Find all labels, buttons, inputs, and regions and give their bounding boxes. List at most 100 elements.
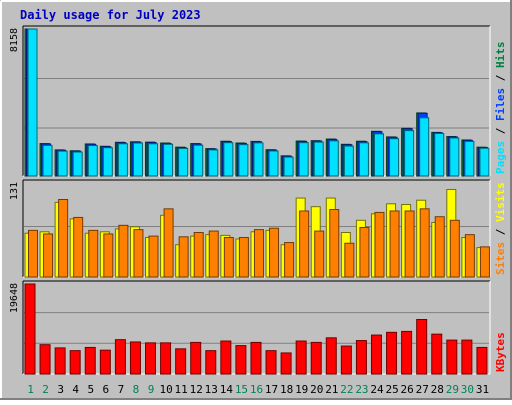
x-tick-label: 30	[461, 383, 474, 396]
bar-pages	[298, 142, 309, 177]
bar-kbytes	[355, 340, 367, 375]
legend-visits: Visits	[494, 182, 507, 222]
legend-kbytes: KBytes	[494, 332, 507, 372]
bar-sites	[479, 246, 490, 278]
x-tick-label: 5	[87, 383, 94, 396]
bar-sites	[163, 208, 174, 278]
panel-1: 8158 Pages / Files / Hits	[9, 25, 507, 177]
y-max-label: 8158	[9, 28, 20, 52]
bar-pages	[87, 145, 98, 177]
series-legend: KBytes	[494, 332, 507, 372]
x-tick-label: 2	[42, 383, 49, 396]
bar-kbytes	[401, 330, 413, 375]
y-max-label: 131	[9, 182, 20, 200]
bar-sites	[359, 226, 370, 278]
bar-sites	[148, 235, 159, 278]
x-tick-label: 14	[220, 383, 234, 396]
bar-pages	[57, 150, 68, 177]
bar-sites	[253, 229, 264, 278]
bar-pages	[313, 141, 324, 177]
legend-hits: Hits	[494, 42, 507, 69]
bar-kbytes	[190, 341, 202, 375]
bar-kbytes	[431, 333, 443, 375]
bar-kbytes	[99, 349, 111, 375]
x-tick-label: 17	[265, 383, 278, 396]
legend-separator: /	[494, 222, 507, 242]
x-tick-label: 16	[250, 383, 263, 396]
x-tick-label: 29	[446, 383, 459, 396]
bar-sites	[58, 199, 69, 278]
bar-kbytes	[114, 339, 126, 375]
bar-kbytes	[250, 341, 262, 375]
bar-kbytes	[295, 340, 307, 375]
x-tick-label: 19	[295, 383, 308, 396]
bar-pages	[268, 150, 279, 177]
bar-sites	[178, 236, 189, 278]
x-tick-label: 1	[27, 383, 34, 396]
bar-pages	[223, 142, 234, 177]
bar-sites	[133, 229, 144, 278]
bar-sites	[329, 209, 340, 278]
bar-kbytes	[24, 283, 36, 375]
bar-pages	[132, 142, 143, 177]
bar-pages	[419, 117, 430, 177]
bar-kbytes	[39, 344, 51, 375]
bar-sites	[238, 237, 249, 278]
legend-sites: Sites	[494, 242, 507, 275]
x-tick-label: 18	[280, 383, 293, 396]
legend-separator: /	[494, 121, 507, 141]
x-tick-label: 15	[235, 383, 248, 396]
bar-pages	[449, 137, 460, 177]
bar-pages	[343, 145, 354, 177]
legend-pages: Pages	[494, 141, 507, 174]
x-tick-label: 9	[148, 383, 155, 396]
bar-kbytes	[310, 341, 322, 375]
legend-separator: /	[494, 68, 507, 88]
bar-pages	[238, 144, 249, 177]
x-tick-label: 21	[325, 383, 338, 396]
bar-kbytes	[370, 334, 382, 375]
bar-sites	[464, 234, 475, 278]
bar-sites	[118, 224, 129, 278]
x-tick-label: 8	[133, 383, 140, 396]
bar-kbytes	[416, 318, 428, 375]
x-tick-label: 22	[340, 383, 353, 396]
bar-pages	[163, 143, 174, 177]
bar-kbytes	[175, 348, 187, 375]
x-tick-label: 31	[476, 383, 489, 396]
x-tick-label: 28	[431, 383, 444, 396]
x-tick-label: 4	[72, 383, 79, 396]
bar-kbytes	[325, 337, 337, 375]
bar-sites	[314, 230, 325, 278]
bar-pages	[42, 144, 53, 177]
y-max-label: 19648	[9, 283, 20, 313]
bar-sites	[103, 233, 114, 278]
bar-kbytes	[54, 347, 66, 375]
x-tick-label: 10	[159, 383, 172, 396]
bar-pages	[373, 133, 384, 177]
bar-pages	[328, 140, 339, 177]
bar-sites	[208, 230, 219, 278]
bar-sites	[284, 242, 295, 278]
x-tick-label: 12	[190, 383, 203, 396]
x-tick-label: 27	[416, 383, 429, 396]
x-tick-label: 7	[118, 383, 125, 396]
x-tick-label: 26	[401, 383, 414, 396]
chart-title: Daily usage for July 2023	[20, 8, 201, 22]
bar-kbytes	[220, 340, 232, 375]
bar-pages	[479, 147, 490, 177]
x-tick-label: 20	[310, 383, 323, 396]
x-tick-label: 23	[355, 383, 368, 396]
bar-pages	[178, 147, 189, 177]
bar-kbytes	[461, 339, 473, 375]
bar-pages	[283, 156, 294, 177]
bar-kbytes	[265, 350, 277, 375]
bar-pages	[72, 151, 83, 177]
bar-sites	[434, 216, 445, 278]
bar-pages	[434, 132, 445, 177]
bar-sites	[344, 242, 355, 278]
bar-sites	[193, 232, 204, 278]
bar-sites	[389, 210, 400, 278]
bar-pages	[464, 140, 475, 177]
